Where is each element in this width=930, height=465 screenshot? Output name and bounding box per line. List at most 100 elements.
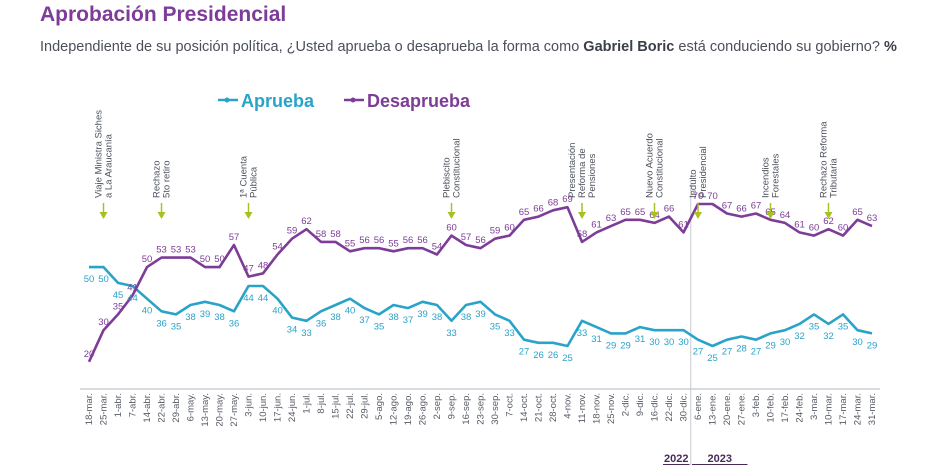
x-tick-label: 22-jul. [345,393,356,419]
data-label-desaprueba: 66 [664,204,675,215]
data-label-desaprueba: 50 [214,254,225,265]
data-label-aprueba: 36 [316,318,327,329]
data-label-aprueba: 38 [432,312,443,323]
series-line-desaprueba [87,202,873,363]
data-label-desaprueba: 56 [374,235,385,246]
annotation-text: Rechazo Reforma [819,121,830,198]
data-label-aprueba: 33 [577,328,588,339]
x-tick-label: 10-mar. [824,393,835,425]
data-label-aprueba: 30 [852,337,863,348]
data-label-desaprueba: 63 [867,213,878,224]
annotation-text: Constitucional [452,138,463,198]
x-tick-label: 14-oct. [519,393,530,422]
x-tick-label: 2-dic. [621,393,632,416]
annotation-text: Pensiones [587,153,598,198]
x-tick-label: 24-feb. [795,393,806,423]
data-label-aprueba: 30 [664,337,675,348]
annotation-text: Nuevo Acuerdo [645,133,656,198]
data-label-aprueba: 39 [200,309,211,320]
data-label-desaprueba: 53 [171,245,182,256]
x-tick-label: 23-sep. [476,393,487,425]
data-label-aprueba: 29 [765,340,776,351]
data-label-aprueba: 29 [606,340,617,351]
data-label-desaprueba: 61 [591,219,602,230]
x-tick-label: 17-feb. [780,393,791,423]
x-tick-label: 7-oct. [505,393,516,417]
x-tick-label: 13-ene. [708,393,719,425]
x-tick-label: 6-ene. [693,393,704,420]
x-tick-label: 28-oct. [548,393,559,422]
data-label-aprueba: 37 [403,315,414,326]
data-label-desaprueba: 58 [316,229,327,240]
data-label-desaprueba: 48 [258,260,269,271]
x-tick-label: 22-abr. [157,393,168,423]
data-label-aprueba: 31 [591,334,602,345]
x-tick-label: 10-feb. [766,393,777,423]
annotation-text: 1ª Cuenta [239,155,250,198]
data-label-aprueba: 34 [287,325,298,336]
data-label-desaprueba: 60 [446,223,457,234]
data-label-desaprueba: 55 [345,238,356,249]
data-label-desaprueba: 67 [722,201,733,212]
data-label-desaprueba: 54 [272,242,283,253]
annotation-arrow-head [694,212,702,219]
data-label-desaprueba: 70 [693,191,704,202]
x-tick-label: 29-abr. [171,393,182,423]
x-tick-label: 30-dic. [679,393,690,422]
annotation-text: Forestales [771,153,782,198]
legend-marker-desaprueba [350,97,356,103]
x-tick-label: 3-feb. [751,393,762,417]
data-label-desaprueba: 65 [519,207,530,218]
series-line-aprueba [89,265,873,348]
x-tick-label: 18-mar. [84,393,95,425]
data-label-aprueba: 40 [272,306,283,317]
data-label-aprueba: 36 [156,318,167,329]
data-label-aprueba: 35 [171,321,182,332]
x-tick-label: 9-dic. [635,393,646,416]
x-tick-label: 14-abr. [142,393,153,423]
data-label-aprueba: 35 [838,321,849,332]
year-label: 2022 [664,453,688,465]
data-label-aprueba: 30 [780,337,791,348]
data-label-desaprueba: 65 [620,207,631,218]
data-label-desaprueba: 58 [330,229,341,240]
x-tick-label: 27-may. [229,393,240,427]
x-tick-label: 7-abr. [128,393,139,417]
data-label-aprueba: 45 [113,290,124,301]
annotation-arrow-head [650,212,659,219]
x-tick-label: 20-ene. [722,393,733,425]
x-tick-label: 1-abr. [113,393,124,417]
data-label-aprueba: 32 [823,331,834,342]
x-tick-label: 21-oct. [534,393,545,422]
annotation-text: Constitucional [655,138,666,198]
x-tick-label: 16-dic. [650,393,661,422]
data-label-desaprueba: 64 [780,210,791,221]
data-label-desaprueba: 60 [809,223,820,234]
data-label-aprueba: 27 [751,347,762,358]
x-tick-label: 4-nov. [563,393,574,419]
data-label-desaprueba: 53 [156,245,167,256]
x-tick-label: 25-nov. [606,393,617,424]
data-label-desaprueba: 67 [751,201,762,212]
data-label-aprueba: 28 [736,344,747,355]
data-label-desaprueba: 50 [200,254,211,265]
legend-label-desaprueba: Desaprueba [367,91,471,111]
data-label-desaprueba: 57 [229,232,240,243]
data-label-desaprueba: 61 [794,219,805,230]
x-tick-label: 29-jul. [360,393,371,419]
data-label-aprueba: 33 [504,328,515,339]
x-tick-label: 24-jun. [287,393,298,422]
data-label-aprueba: 35 [809,321,820,332]
data-label-desaprueba: 60 [504,223,515,234]
annotation-text: Tributaria [829,158,840,198]
data-label-aprueba: 39 [417,309,428,320]
data-label-desaprueba: 58 [577,229,588,240]
data-label-aprueba: 26 [548,350,559,361]
data-label-aprueba: 31 [635,334,646,345]
annotation-text: a La Araucanía [104,133,115,198]
annotation-arrow-head [157,212,166,219]
chart-title: Aprobación Presidencial [40,3,287,26]
x-tick-label: 5-ago. [374,393,385,420]
data-label-aprueba: 36 [229,318,240,329]
